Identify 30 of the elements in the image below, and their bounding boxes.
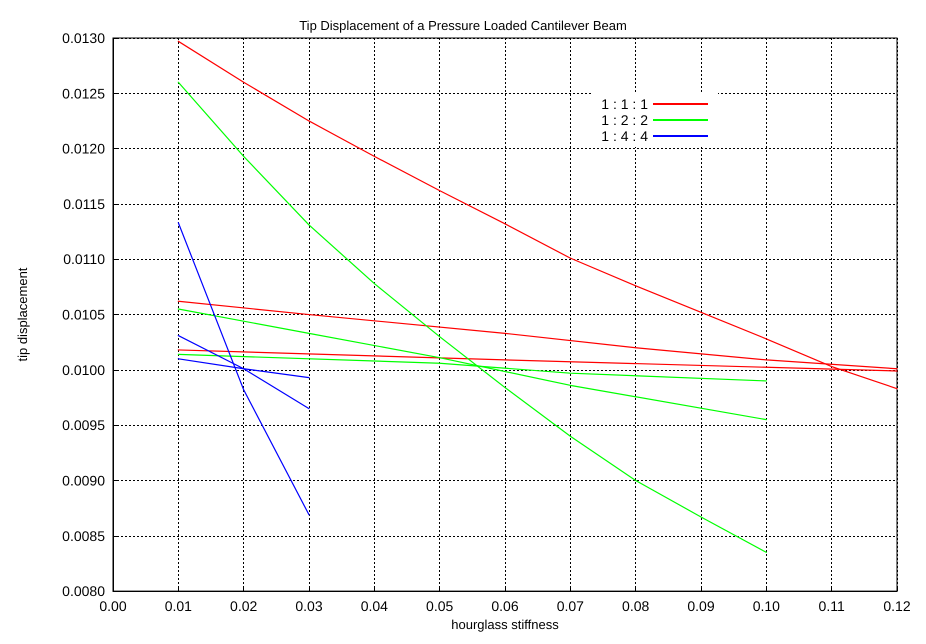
- y-tick-label: 0.0085: [62, 528, 106, 544]
- x-tick-label: 0.04: [360, 598, 388, 614]
- legend-label: 1 : 4 : 4: [601, 128, 648, 144]
- x-tick-label: 0.05: [426, 598, 454, 614]
- x-tick-label: 0.08: [622, 598, 650, 614]
- x-tick-label: 0.07: [556, 598, 584, 614]
- y-axis-title: tip displacement: [15, 267, 30, 362]
- chart-title: Tip Displacement of a Pressure Loaded Cantilever Beam: [299, 18, 627, 33]
- x-tick-label: 0.03: [295, 598, 323, 614]
- y-tick-label: 0.0115: [63, 196, 106, 212]
- x-tick-label: 0.06: [491, 598, 519, 614]
- y-tick-label: 0.0130: [62, 30, 106, 46]
- y-tick-label: 0.0105: [62, 306, 106, 323]
- y-tick-label: 0.0100: [62, 362, 106, 378]
- y-tick-label: 0.0120: [62, 140, 106, 157]
- legend-label: 1 : 1 : 1: [601, 96, 648, 112]
- y-tick-label: 0.0110: [63, 251, 106, 268]
- y-tick-label: 0.0090: [62, 472, 106, 488]
- x-axis-title: hourglass stiffness: [451, 617, 560, 632]
- y-tick-label: 0.0095: [62, 417, 106, 434]
- x-tick-label: 0.00: [99, 598, 127, 614]
- x-tick-label: 0.09: [687, 598, 715, 614]
- x-tick-label: 0.12: [883, 598, 911, 614]
- x-tick-label: 0.02: [230, 598, 258, 614]
- y-tick-label: 0.0125: [62, 85, 106, 102]
- x-tick-label: 0.10: [752, 598, 780, 614]
- x-tick-label: 0.01: [164, 598, 192, 614]
- x-tick-label: 0.11: [818, 598, 845, 614]
- y-tick-label: 0.0080: [62, 583, 106, 600]
- legend-label: 1 : 2 : 2: [601, 112, 648, 128]
